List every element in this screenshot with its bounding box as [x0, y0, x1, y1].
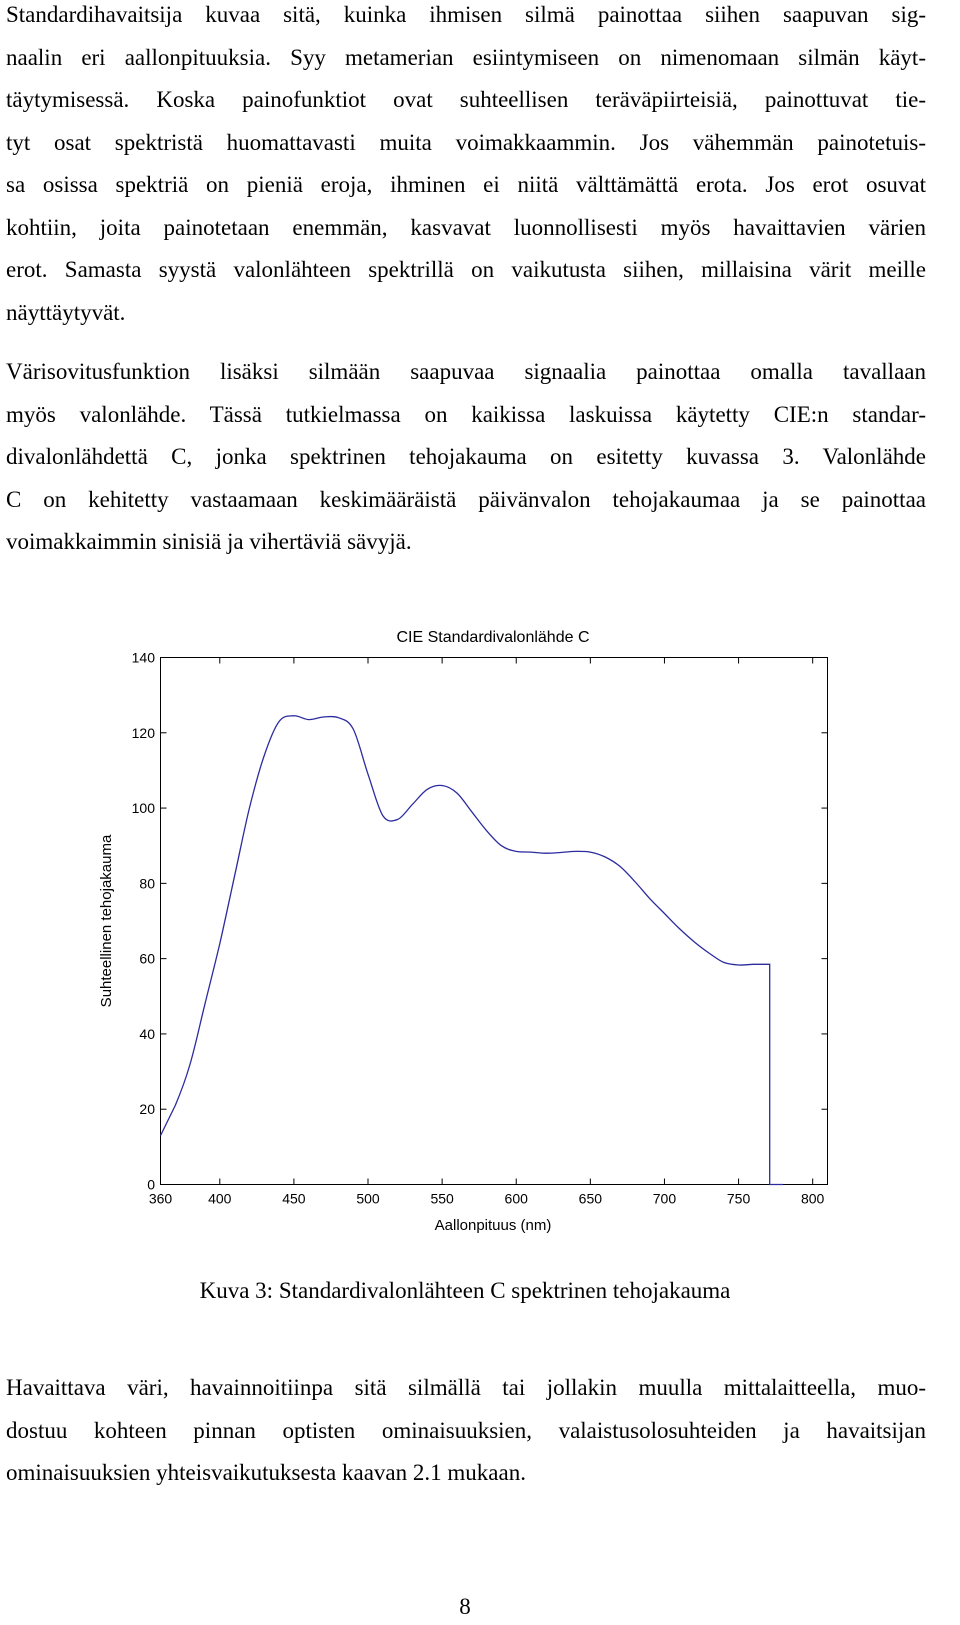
y-tick-label: 20	[139, 1101, 155, 1117]
y-tick-label: 0	[147, 1177, 155, 1193]
text-line: dostuu kohteen pinnan optisten ominaisuu…	[6, 1417, 926, 1443]
chart-title: CIE Standardivalonlähde C	[396, 629, 589, 646]
plot-frame	[160, 657, 828, 1185]
text-line: voimakkaimmin sinisiä ja vihertäviä sävy…	[6, 529, 412, 554]
x-tick-label: 360	[149, 1191, 173, 1207]
text-line: divalonlähdettä C, jonka spektrinen teho…	[6, 444, 926, 469]
text-line: C on kehitetty vastaamaan keskimääräistä…	[6, 486, 926, 512]
text-line: naalin eri aallonpituuksia. Syy metameri…	[6, 44, 926, 70]
x-tick-label: 600	[505, 1191, 529, 1207]
paragraph-1: Standardihavaitsija kuvaa sitä, kuinka i…	[6, 0, 926, 334]
text-line: näyttäytyvät.	[6, 299, 126, 325]
paragraph-2: Värisovitusfunktion lisäksi silmään saap…	[6, 351, 926, 564]
x-tick-label: 750	[727, 1191, 751, 1207]
x-tick-label: 700	[653, 1191, 677, 1207]
spectral-chart: CIE Standardivalonlähde C 0 20 40 60 80 100 12…	[98, 629, 828, 1234]
x-tick-label: 450	[282, 1191, 306, 1207]
text-line: erot. Samasta syystä valonlähteen spektr…	[6, 257, 926, 282]
x-tick-label: 800	[801, 1191, 825, 1207]
x-tick-label: 500	[356, 1191, 380, 1207]
series-line	[159, 715, 783, 1186]
y-tick-label: 40	[139, 1026, 155, 1042]
y-tick-label: 60	[139, 951, 155, 967]
text-line: täytymisessä. Koska painofunktiot ovat s…	[6, 87, 926, 112]
page-number: 8	[459, 1594, 471, 1619]
axis-ticks: 0 20 40 60 80 100 120 140 360 400 450 500 550 600 650 7…	[132, 650, 828, 1207]
text-line: sa osissa spektriä on pieniä eroja, ihmi…	[6, 172, 926, 197]
y-axis-label: Suhteellinen tehojakauma	[98, 834, 115, 1007]
text-line: myös valonlähde. Tässä tutkielmassa on k…	[6, 401, 926, 427]
x-axis-label: Aallonpituus (nm)	[435, 1217, 552, 1234]
y-tick-label: 80	[139, 875, 155, 891]
text-line: tyt osat spektristä huomattavasti muita …	[6, 129, 926, 155]
data-layer	[159, 715, 783, 1186]
text-line: Havaittava väri, havainnoitiinpa sitä si…	[6, 1375, 926, 1400]
y-tick-label: 140	[132, 650, 156, 666]
paragraph-3: Havaittava väri, havainnoitiinpa sitä si…	[6, 1367, 926, 1495]
x-tick-label: 400	[208, 1191, 232, 1207]
text-line: Värisovitusfunktion lisäksi silmään saap…	[6, 359, 926, 384]
y-tick-label: 100	[132, 800, 156, 816]
text-line: Standardihavaitsija kuvaa sitä, kuinka i…	[6, 2, 926, 27]
y-tick-label: 120	[132, 725, 156, 741]
text-line: ominaisuuksien yhteisvaikutuksesta kaava…	[6, 1460, 526, 1485]
x-tick-label: 550	[430, 1191, 454, 1207]
x-tick-label: 650	[579, 1191, 603, 1207]
text-line: kohtiin, joita painotetaan enemmän, kasv…	[6, 214, 926, 240]
figure-caption: Kuva 3: Standardivalonlähteen C spektrin…	[199, 1278, 731, 1303]
